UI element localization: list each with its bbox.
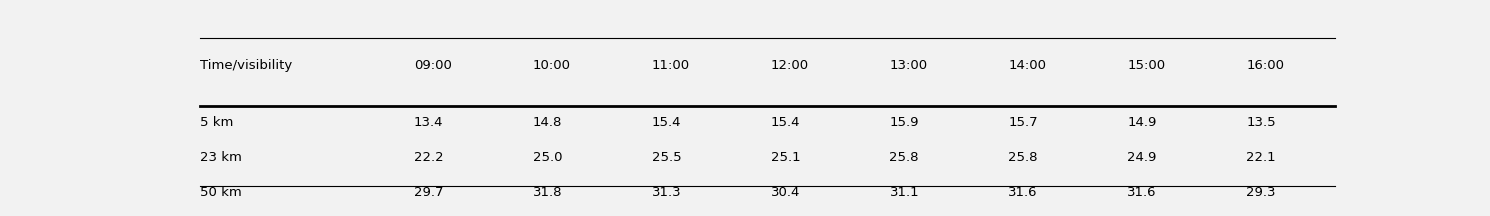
Text: 13.4: 13.4: [414, 116, 443, 129]
Text: 24.9: 24.9: [1128, 151, 1156, 164]
Text: 14.9: 14.9: [1128, 116, 1156, 129]
Text: 30.4: 30.4: [770, 186, 800, 199]
Text: 25.1: 25.1: [770, 151, 800, 164]
Text: 31.8: 31.8: [532, 186, 562, 199]
Text: 5 km: 5 km: [200, 116, 234, 129]
Text: 13:00: 13:00: [890, 59, 928, 73]
Text: 23 km: 23 km: [200, 151, 241, 164]
Text: 11:00: 11:00: [651, 59, 690, 73]
Text: 15.9: 15.9: [890, 116, 919, 129]
Text: 31.1: 31.1: [890, 186, 919, 199]
Text: 31.6: 31.6: [1128, 186, 1156, 199]
Text: 14.8: 14.8: [532, 116, 562, 129]
Text: 25.8: 25.8: [1009, 151, 1039, 164]
Text: 25.5: 25.5: [651, 151, 681, 164]
Text: 14:00: 14:00: [1009, 59, 1046, 73]
Text: 12:00: 12:00: [770, 59, 809, 73]
Text: 15.4: 15.4: [651, 116, 681, 129]
Text: 25.8: 25.8: [890, 151, 919, 164]
Text: 31.3: 31.3: [651, 186, 681, 199]
Text: 50 km: 50 km: [200, 186, 241, 199]
Text: 15.7: 15.7: [1009, 116, 1039, 129]
Text: 09:00: 09:00: [414, 59, 451, 73]
Text: 15.4: 15.4: [770, 116, 800, 129]
Text: 29.3: 29.3: [1246, 186, 1275, 199]
Text: 13.5: 13.5: [1246, 116, 1275, 129]
Text: 25.0: 25.0: [532, 151, 562, 164]
Text: 15:00: 15:00: [1128, 59, 1165, 73]
Text: 16:00: 16:00: [1246, 59, 1284, 73]
Text: 29.7: 29.7: [414, 186, 443, 199]
Text: Time/visibility: Time/visibility: [200, 59, 292, 73]
Text: 10:00: 10:00: [532, 59, 571, 73]
Text: 22.1: 22.1: [1246, 151, 1275, 164]
Text: 31.6: 31.6: [1009, 186, 1039, 199]
Text: 22.2: 22.2: [414, 151, 444, 164]
